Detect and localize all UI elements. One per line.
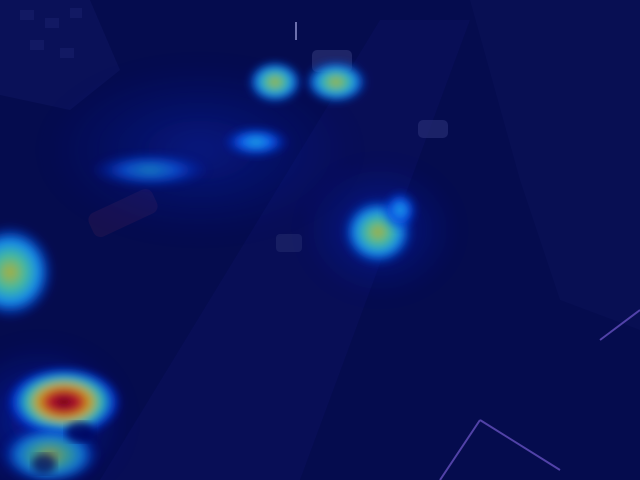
hotspot-7 (6, 366, 122, 438)
hotspot-2 (304, 60, 368, 104)
hotspot-4 (90, 152, 210, 188)
hotspot-3 (222, 126, 290, 158)
hotspot-6 (0, 224, 55, 320)
building-windows (20, 8, 82, 58)
hotspot-1 (247, 60, 303, 104)
building-top-left (0, 0, 120, 110)
building-right (470, 0, 640, 330)
road-markings (439, 309, 640, 480)
heatmap-overlay (0, 60, 460, 480)
